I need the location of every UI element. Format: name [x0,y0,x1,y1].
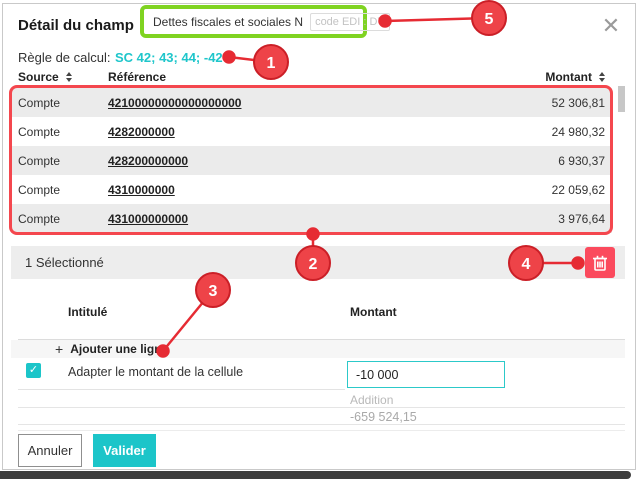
delete-selected-button[interactable] [585,247,615,278]
selection-count-label: 1 Sélectionné [25,255,104,270]
edi-code-chip: code EDI : DY [310,12,390,31]
table-row[interactable]: Compte 42100000000000000000 52 306,81 [11,88,612,117]
close-icon[interactable]: ✕ [601,13,621,38]
account-reference-link[interactable]: 4310000000 [108,182,175,197]
window-edge-bar [0,471,631,479]
account-reference-link[interactable]: 428200000000 [108,153,189,168]
table-row[interactable]: Compte 431000000000 3 976,64 [11,204,612,233]
accounts-table-header: Source Référence Montant [11,69,612,85]
cancel-button[interactable]: Annuler [18,434,82,467]
account-reference-link[interactable]: 4282000000 [108,124,175,139]
row-divider [18,407,625,408]
operation-label: Addition [350,393,394,407]
sort-icon[interactable] [599,72,605,82]
row-divider [18,389,345,390]
sort-icon[interactable] [65,72,72,82]
add-line-label: Ajouter une ligne [70,342,169,356]
table-row[interactable]: Compte 428200000000 6 930,37 [11,146,612,175]
account-reference-link[interactable]: 42100000000000000000 [108,95,242,110]
operation-result: -659 524,15 [350,410,417,424]
plus-icon: + [55,341,64,357]
scrollbar-thumb[interactable] [618,86,625,112]
amount-input[interactable] [347,361,505,388]
column-header-reference[interactable]: Référence [108,70,167,84]
column-header-source[interactable]: Source [11,70,108,84]
row-divider [18,339,625,340]
column-header-amount[interactable]: Montant [472,70,612,84]
adapt-amount-checkbox[interactable]: ✓ [26,363,41,378]
calc-rule-label: Règle de calcul: [18,50,111,65]
table-row[interactable]: Compte 4310000000 22 059,62 [11,175,612,204]
adapt-amount-label: Adapter le montant de la cellule [68,365,244,379]
account-reference-link[interactable]: 431000000000 [108,211,189,226]
table-row[interactable]: Compte 4282000000 24 980,32 [11,117,612,146]
field-name-highlight-box: Dettes fiscales et sociales N code EDI :… [140,5,390,38]
selection-bar: 1 Sélectionné [11,246,625,279]
accounts-table-body: Compte 42100000000000000000 52 306,81 Co… [11,88,612,233]
trash-icon [593,255,607,271]
calc-rule-value: SC 42; 43; 44; -426 [115,50,230,65]
add-line-button[interactable]: + Ajouter une ligne [11,340,625,358]
column-header-montant: Montant [350,305,397,319]
modal-title: Détail du champ [18,17,134,34]
row-divider [18,424,625,425]
row-divider [18,430,625,431]
confirm-button[interactable]: Valider [93,434,156,467]
field-name-label: Dettes fiscales et sociales N [153,14,304,29]
column-header-intitule: Intitulé [68,305,108,319]
